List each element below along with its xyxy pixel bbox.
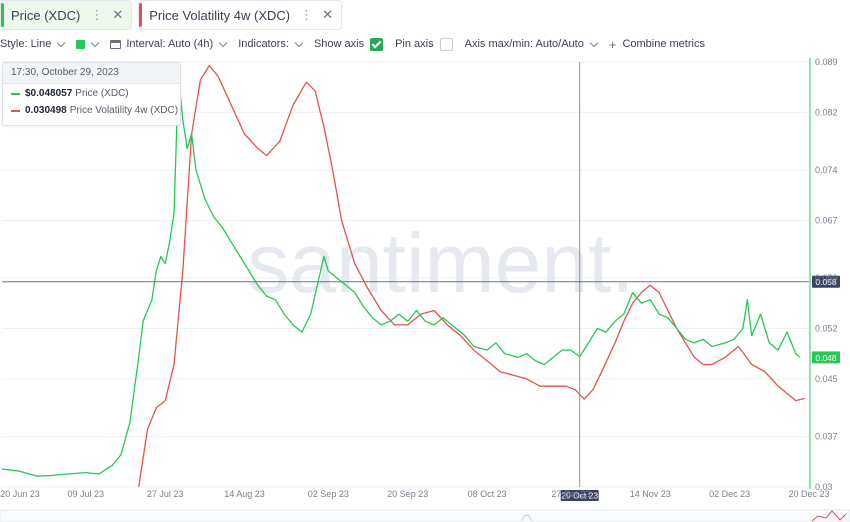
crosshair-x-badge [560,490,599,501]
volatility-line [138,64,805,488]
watermark: santiment. [247,216,635,310]
calendar-icon [110,39,122,49]
y-tick-label: 0.082 [815,107,838,117]
y-tick-label: 0.03 [815,482,833,492]
tooltip-price-value: $0.048057 [25,88,73,99]
tab-price-color-bar [1,3,4,27]
crosshair-y-label: 0.058 [815,277,837,287]
y-tick-label: 0.037 [815,432,838,442]
tooltip-date: 17:30, October 29, 2023 [3,63,180,84]
series-marker [11,109,20,112]
chart-series [1,64,805,488]
navigator-strip [0,509,850,522]
series-marker [11,92,20,95]
tooltip-volatility-value: 0.030498 [25,105,67,116]
y-tick-label: 0.059 [815,273,838,283]
interval-dropdown[interactable]: Interval: Auto (4h) [110,38,228,50]
combine-metrics-button[interactable]: + Combine metrics [609,37,705,52]
y-tick-label: 0.052 [815,324,838,334]
indicators-label: Indicators: [238,38,289,50]
interval-label: Interval: Auto (4h) [126,38,214,50]
x-tick-label: 27 Jul 23 [147,489,184,499]
x-tick-label: 20 Dec 23 [788,489,829,499]
tab-price-label: Price (XDC) [11,7,81,23]
crosshair-y-badge [812,275,840,288]
combine-metrics-label: Combine metrics [622,38,705,50]
tab-volatility-label: Price Volatility 4w (XDC) [149,7,291,23]
navigator-mini-line [811,510,847,522]
style-dropdown[interactable]: Style: Line [0,38,66,50]
y-tick-label: 0.045 [815,374,838,384]
crosshair: 29 Oct 23 0.058 [2,62,840,501]
y-tick-label: 0.067 [815,215,838,225]
tab-price-volatility[interactable]: Price Volatility 4w (XDC) ⋮ ✕ [138,0,343,30]
crosshair-x-label: 29 Oct 23 [561,491,598,501]
show-axis-label: Show axis [313,38,365,50]
show-axis-checkbox[interactable] [370,37,384,51]
price-line [1,75,801,477]
x-tick-label: 14 Nov 23 [630,489,671,499]
x-axis: 20 Jun 23 09 Jul 23 27 Jul 23 14 Aug 23 02 S… [0,489,829,499]
tab-volatility-color-bar [139,3,143,27]
x-tick-label: 02 Dec 23 [709,489,750,499]
indicators-dropdown[interactable]: Indicators: [238,38,304,50]
close-icon[interactable]: ✕ [112,7,124,22]
navigator-track [0,509,850,522]
axis-maxmin-dropdown[interactable]: Axis max/min: Auto/Auto [464,38,599,50]
metric-tabs: Price (XDC) ⋮ ✕ Price Volatility 4w (XDC… [0,0,343,32]
x-tick-label: 02 Sep 23 [308,489,349,499]
x-tick-label: 14 Aug 23 [224,489,265,499]
chart-grid [2,61,809,488]
tab-price[interactable]: Price (XDC) ⋮ ✕ [0,0,133,30]
last-value-label: 0.048 [815,353,837,363]
pin-axis-label: Pin axis [395,38,434,50]
tooltip-price-label: Price (XDC) [75,88,129,99]
chart-toolbar: Style: Line Interval: Auto (4h) Indicato… [0,35,717,53]
x-tick-label: 20 Jun 23 [0,489,40,499]
navigator-mini-line [521,514,533,522]
x-tick-label: 20 Sep 23 [387,489,428,499]
more-options-icon[interactable]: ⋮ [90,7,103,22]
y-tick-label: 0.074 [815,165,838,175]
show-axis-toggle[interactable]: Show axis [313,37,384,51]
tooltip-row-price: $0.048057 Price (XDC) [3,86,180,101]
x-tick-label: 09 Jul 23 [68,489,105,499]
axis-maxmin-label: Axis max/min: Auto/Auto [464,38,584,50]
y-axis: 0.089 0.082 0.074 0.067 0.059 0.052 0.045 0.037… [809,57,840,492]
x-tick-label: 08 Oct 23 [468,489,507,499]
y-tick-label: 0.089 [815,57,838,67]
style-label: Style: Line [0,38,52,50]
tooltip-row-volatility: 0.030498 Price Volatility 4w (XDC) [3,103,180,118]
x-tick-label: 27 Oct 23 [551,489,590,499]
more-options-icon[interactable]: ⋮ [300,7,313,22]
tooltip-volatility-label: Price Volatility 4w (XDC) [69,105,179,116]
hover-tooltip: 17:30, October 29, 2023 $0.048057 Price … [2,62,181,126]
color-picker[interactable] [76,38,100,49]
pin-axis-toggle[interactable]: Pin axis [395,37,453,51]
close-icon[interactable]: ✕ [322,7,334,22]
last-value-badge [812,351,840,364]
color-swatch [76,39,86,49]
pin-axis-checkbox[interactable] [439,37,453,51]
plus-icon: + [608,36,617,52]
